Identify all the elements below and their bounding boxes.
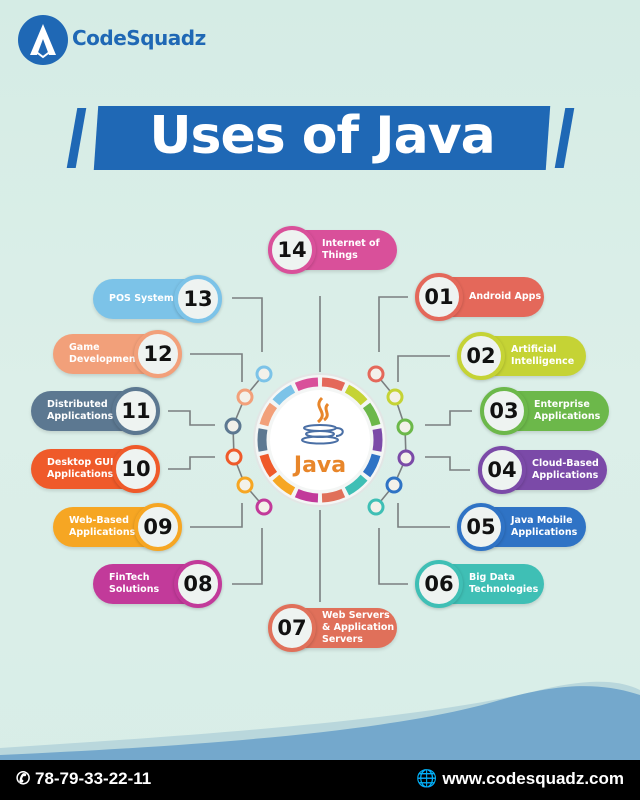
use-item-label: Desktop GUI Applications bbox=[47, 457, 114, 480]
connector-dot bbox=[236, 476, 254, 494]
website-link[interactable]: 🌐 www.codesquadz.com bbox=[416, 769, 624, 789]
use-item-number: 06 bbox=[415, 560, 463, 608]
center-label: Java bbox=[292, 453, 346, 478]
connector-dot bbox=[386, 388, 404, 406]
use-item-number: 03 bbox=[480, 387, 528, 435]
use-item-label: FinTech Solutions bbox=[109, 572, 160, 595]
use-item-number: 02 bbox=[457, 332, 505, 380]
ring-segment bbox=[259, 402, 278, 427]
ring-segment bbox=[294, 488, 319, 503]
diagram-canvas: Java bbox=[0, 296, 640, 760]
website-url: www.codesquadz.com bbox=[442, 769, 624, 788]
use-item-label: Enterprise Applications bbox=[534, 399, 601, 422]
ring-segment bbox=[344, 384, 368, 406]
use-item-number: 14 bbox=[268, 226, 316, 274]
connector-dot bbox=[397, 449, 415, 467]
use-item-label: Android Apps bbox=[469, 291, 542, 302]
use-item-label: Web-Based Applications bbox=[69, 515, 136, 538]
connector-lines bbox=[168, 296, 472, 602]
ring-segment bbox=[257, 428, 268, 452]
use-item-number: 13 bbox=[174, 275, 222, 323]
use-item-number: 05 bbox=[457, 503, 505, 551]
ring-segment bbox=[321, 488, 346, 503]
use-item-number: 10 bbox=[112, 445, 160, 493]
globe-icon: 🌐 bbox=[416, 769, 438, 788]
brand-name: CodeSquadz bbox=[72, 26, 206, 50]
ring-segment bbox=[362, 453, 381, 478]
page-title: Uses of Java bbox=[149, 106, 495, 166]
use-item-label: Game Development bbox=[69, 342, 141, 365]
connector-dot bbox=[224, 417, 242, 435]
connector-dot bbox=[367, 365, 385, 383]
phone-icon: ✆ bbox=[16, 769, 31, 788]
use-item-label: Java Mobile Applications bbox=[511, 515, 578, 538]
footer-bar: ✆ 78-79-33-22-11 🌐 www.codesquadz.com bbox=[0, 760, 640, 800]
connector-dot bbox=[236, 388, 254, 406]
connector-dot bbox=[255, 365, 273, 383]
connector-dot bbox=[367, 498, 385, 516]
center-inner bbox=[270, 390, 370, 490]
brand-logo bbox=[18, 15, 68, 65]
logo-a-icon bbox=[30, 24, 56, 59]
connector-dot bbox=[385, 476, 403, 494]
ring-segment bbox=[372, 428, 383, 452]
use-item-label: Artificial Intelligence bbox=[511, 344, 575, 367]
use-item-number: 12 bbox=[134, 330, 182, 378]
wave-dark bbox=[0, 686, 640, 760]
phone-contact[interactable]: ✆ 78-79-33-22-11 bbox=[16, 769, 151, 789]
ring-segment bbox=[362, 402, 381, 427]
use-item-label: Cloud-Based Applications bbox=[532, 458, 599, 481]
connector-dot bbox=[396, 418, 414, 436]
use-item-label: POS Systems bbox=[109, 293, 180, 304]
connector-dot bbox=[225, 448, 243, 466]
use-item-number: 01 bbox=[415, 273, 463, 321]
ring-segment bbox=[321, 377, 346, 392]
ring-segment bbox=[344, 474, 368, 496]
phone-number: 78-79-33-22-11 bbox=[34, 769, 152, 788]
ring-segment bbox=[272, 474, 296, 496]
use-item-label: Web Servers & Application Servers bbox=[322, 610, 395, 645]
use-item-label: Internet of Things bbox=[322, 238, 380, 261]
ring-segment bbox=[272, 384, 296, 406]
ring-segment bbox=[294, 377, 319, 392]
ring-segment bbox=[259, 453, 278, 478]
use-item-label: Distributed Applications bbox=[47, 399, 114, 422]
connector-dot bbox=[255, 498, 273, 516]
use-item-number: 09 bbox=[134, 503, 182, 551]
use-item-number: 07 bbox=[268, 604, 316, 652]
use-item-number: 08 bbox=[174, 560, 222, 608]
use-item-label: Big Data Technologies bbox=[469, 572, 539, 595]
java-coffee-cup-icon bbox=[301, 396, 344, 445]
use-item-number: 11 bbox=[112, 387, 160, 435]
use-item-number: 04 bbox=[478, 446, 526, 494]
